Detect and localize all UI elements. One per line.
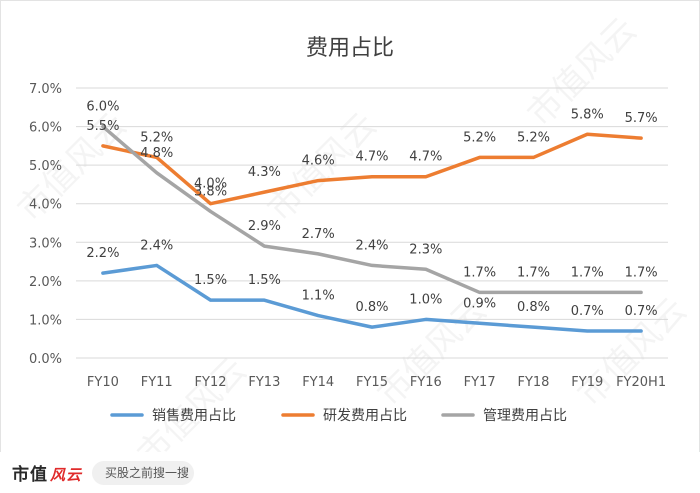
data-label: 0.7%: [625, 304, 658, 319]
data-point: [263, 298, 266, 302]
data-point: [370, 325, 374, 329]
y-tick-label: 0.0%: [29, 352, 62, 367]
data-point: [532, 291, 535, 294]
x-tick-label: FY10: [87, 375, 119, 390]
data-label: 5.7%: [625, 111, 658, 126]
data-label: 0.9%: [463, 296, 496, 311]
data-label: 1.7%: [463, 265, 496, 280]
data-point: [424, 318, 428, 321]
data-label: 5.2%: [463, 130, 496, 145]
data-point: [586, 133, 589, 136]
data-label: 4.6%: [302, 154, 335, 169]
y-tick-label: 5.0%: [29, 159, 62, 174]
data-label: 4.3%: [248, 165, 281, 180]
data-label: 2.4%: [355, 238, 388, 253]
data-point: [155, 264, 158, 267]
y-tick-label: 3.0%: [29, 236, 62, 251]
footer-bar: 市值 风云 买股之前搜一搜: [0, 452, 700, 493]
y-tick-label: 2.0%: [29, 275, 62, 290]
search-text: 买股之前搜一搜: [105, 466, 190, 480]
data-label: 4.0%: [194, 177, 227, 192]
data-point: [478, 156, 481, 159]
data-label: 1.5%: [194, 273, 227, 288]
data-point: [209, 210, 212, 213]
legend-label: 销售费用占比: [152, 408, 236, 424]
data-point: [263, 190, 266, 194]
x-tick-label: FY19: [571, 375, 603, 390]
x-tick-label: FY18: [517, 375, 549, 390]
data-point: [263, 244, 266, 248]
data-label: 0.8%: [517, 300, 550, 315]
data-point: [532, 325, 535, 329]
data-point: [101, 271, 105, 275]
chart-title: 费用占比: [306, 36, 394, 61]
x-tick-label: FY20H1: [616, 375, 666, 390]
y-tick-label: 4.0%: [29, 198, 62, 213]
y-tick-label: 1.0%: [29, 313, 62, 328]
data-label: 5.5%: [86, 119, 119, 134]
data-point: [639, 291, 643, 294]
data-label: 2.3%: [409, 242, 442, 257]
data-point: [639, 329, 643, 333]
data-point: [155, 171, 158, 175]
data-label: 1.7%: [625, 265, 658, 280]
brand-logo[interactable]: 市值 风云: [12, 460, 82, 485]
data-point: [316, 179, 320, 182]
data-point: [370, 264, 374, 267]
x-tick-label: FY16: [410, 375, 442, 390]
x-tick-label: FY12: [195, 375, 227, 390]
legend-label: 管理费用占比: [483, 408, 567, 424]
x-tick-label: FY17: [464, 375, 496, 390]
brand-text: 市值: [12, 465, 48, 485]
x-tick-label: FY15: [356, 375, 388, 390]
data-label: 2.7%: [302, 227, 335, 242]
watermark-text: 市值风云: [130, 350, 254, 452]
data-point: [586, 329, 589, 333]
x-tick-label: FY13: [248, 375, 280, 390]
data-label: 5.2%: [140, 130, 173, 145]
x-tick-label: FY11: [141, 375, 173, 390]
data-label: 2.4%: [140, 238, 173, 253]
data-point: [424, 268, 428, 271]
data-point: [586, 291, 589, 294]
data-point: [101, 125, 105, 128]
data-label: 1.1%: [302, 289, 335, 304]
legend-label: 研发费用占比: [323, 408, 407, 424]
data-label: 2.9%: [248, 219, 281, 234]
data-label: 1.5%: [248, 273, 281, 288]
data-point: [316, 314, 320, 317]
data-point: [101, 144, 105, 148]
data-point: [370, 175, 374, 178]
data-label: 4.8%: [140, 146, 173, 161]
data-label: 4.7%: [409, 150, 442, 165]
data-label: 4.7%: [355, 150, 388, 165]
data-label: 1.7%: [571, 265, 604, 280]
data-point: [639, 136, 643, 140]
data-label: 1.7%: [517, 265, 550, 280]
data-point: [478, 291, 481, 294]
search-box[interactable]: 买股之前搜一搜: [92, 460, 195, 485]
series-line: [101, 263, 643, 333]
data-point: [316, 252, 320, 256]
y-tick-label: 6.0%: [29, 121, 62, 136]
data-label: 0.7%: [571, 304, 604, 319]
data-point: [209, 298, 212, 302]
data-label: 1.0%: [409, 292, 442, 307]
data-point: [209, 202, 212, 205]
data-label: 5.8%: [571, 107, 604, 122]
data-point: [424, 175, 428, 178]
data-point: [155, 156, 158, 159]
data-point: [532, 156, 535, 159]
brand-mark: 风云: [50, 466, 83, 484]
data-label: 2.2%: [86, 246, 119, 261]
y-tick-label: 7.0%: [29, 82, 62, 97]
x-tick-label: FY14: [302, 375, 334, 390]
data-label: 0.8%: [355, 300, 388, 315]
data-label: 3.8%: [194, 184, 227, 199]
data-point: [478, 322, 481, 325]
data-label: 5.2%: [517, 130, 550, 145]
data-label: 6.0%: [86, 100, 119, 115]
